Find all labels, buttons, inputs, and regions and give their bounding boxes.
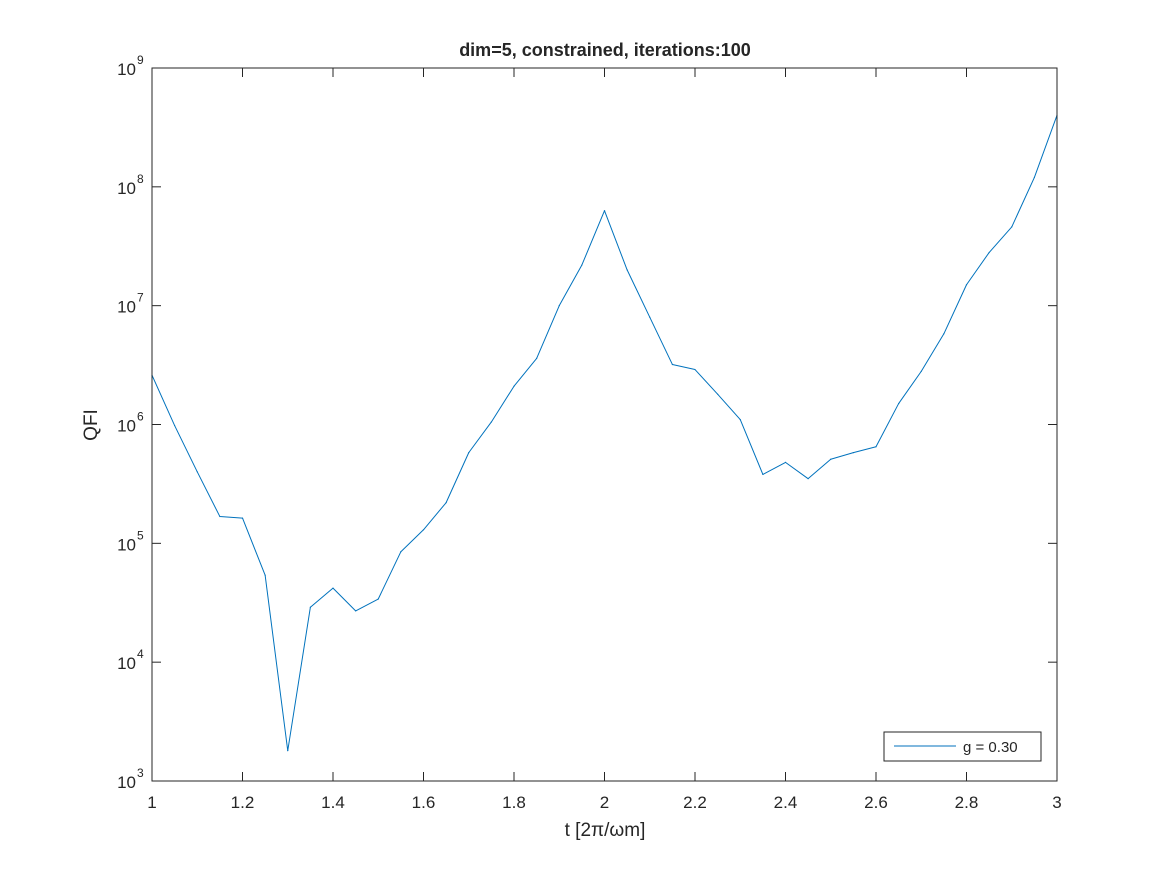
data-point xyxy=(377,598,379,600)
data-point xyxy=(536,357,538,359)
y-tick-label-exponent: 4 xyxy=(137,647,144,661)
data-point xyxy=(332,587,334,589)
legend-label: g = 0.30 xyxy=(963,739,1018,756)
x-tick-label: 2.8 xyxy=(955,793,979,812)
data-point xyxy=(581,264,583,266)
x-tick-label: 2.4 xyxy=(774,793,798,812)
data-point xyxy=(558,305,560,307)
x-tick-label: 3 xyxy=(1052,793,1061,812)
data-point xyxy=(513,385,515,387)
data-point xyxy=(852,452,854,454)
data-point xyxy=(287,750,289,752)
data-point xyxy=(445,502,447,504)
data-point xyxy=(920,370,922,372)
data-point xyxy=(264,574,266,576)
data-point xyxy=(671,363,673,366)
data-point xyxy=(626,269,628,271)
data-point xyxy=(875,446,877,448)
y-tick-label-base: 10 xyxy=(117,60,136,79)
data-point xyxy=(468,452,470,454)
y-tick-label-base: 10 xyxy=(117,535,136,554)
data-point xyxy=(988,251,990,254)
data-point xyxy=(717,393,719,395)
y-tick-label-exponent: 6 xyxy=(137,410,144,424)
data-point xyxy=(400,551,402,553)
x-tick-label: 2.2 xyxy=(683,793,707,812)
data-point xyxy=(241,517,244,519)
plot-area xyxy=(152,68,1057,781)
axes-box xyxy=(151,67,1058,782)
data-point xyxy=(784,461,787,463)
x-axis-label: t [2π/ωm] xyxy=(565,820,646,841)
y-tick-label-base: 10 xyxy=(117,417,136,436)
data-point xyxy=(1011,226,1013,228)
data-point xyxy=(965,284,968,286)
data-point xyxy=(603,210,606,212)
x-tick-label: 2.6 xyxy=(864,793,888,812)
data-point xyxy=(807,478,809,480)
x-axis: 1 1.2 1.4 1.6 1.8 2 2.2 2.4 2.6 2.8 3 xyxy=(147,68,1062,812)
data-point xyxy=(174,424,176,427)
data-point xyxy=(422,529,425,531)
series-layer xyxy=(151,114,1058,752)
legend: g = 0.30 xyxy=(883,731,1042,762)
data-point xyxy=(739,418,741,421)
x-tick-label: 1 xyxy=(147,793,156,812)
x-tick-label: 1.4 xyxy=(321,793,345,812)
data-point xyxy=(219,515,221,518)
data-point xyxy=(943,333,945,335)
y-axis-label: QFI xyxy=(81,409,102,441)
y-tick-label-base: 10 xyxy=(117,179,136,198)
x-tick-label: 1.6 xyxy=(412,793,436,812)
x-tick-label: 2 xyxy=(600,793,609,812)
y-tick-label-exponent: 5 xyxy=(137,528,144,542)
data-point xyxy=(898,402,900,405)
x-tick-label: 1.8 xyxy=(502,793,526,812)
y-tick-label-base: 10 xyxy=(117,298,136,317)
y-tick-label-exponent: 9 xyxy=(137,53,144,67)
data-point xyxy=(309,606,311,608)
data-point xyxy=(196,471,198,473)
data-point xyxy=(762,473,764,476)
y-tick-label-base: 10 xyxy=(117,773,136,792)
data-point xyxy=(1033,176,1035,179)
y-tick-label-exponent: 7 xyxy=(137,291,144,305)
x-tick-label: 1.2 xyxy=(231,793,255,812)
data-point xyxy=(694,368,696,371)
data-point xyxy=(490,421,492,423)
y-tick-label-base: 10 xyxy=(117,654,136,673)
chart-title: dim=5, constrained, iterations:100 xyxy=(459,40,751,60)
data-point xyxy=(355,610,357,612)
data-point xyxy=(649,316,651,318)
y-tick-label-exponent: 8 xyxy=(137,172,144,186)
data-point xyxy=(830,458,832,460)
y-tick-label-exponent: 3 xyxy=(137,766,144,780)
